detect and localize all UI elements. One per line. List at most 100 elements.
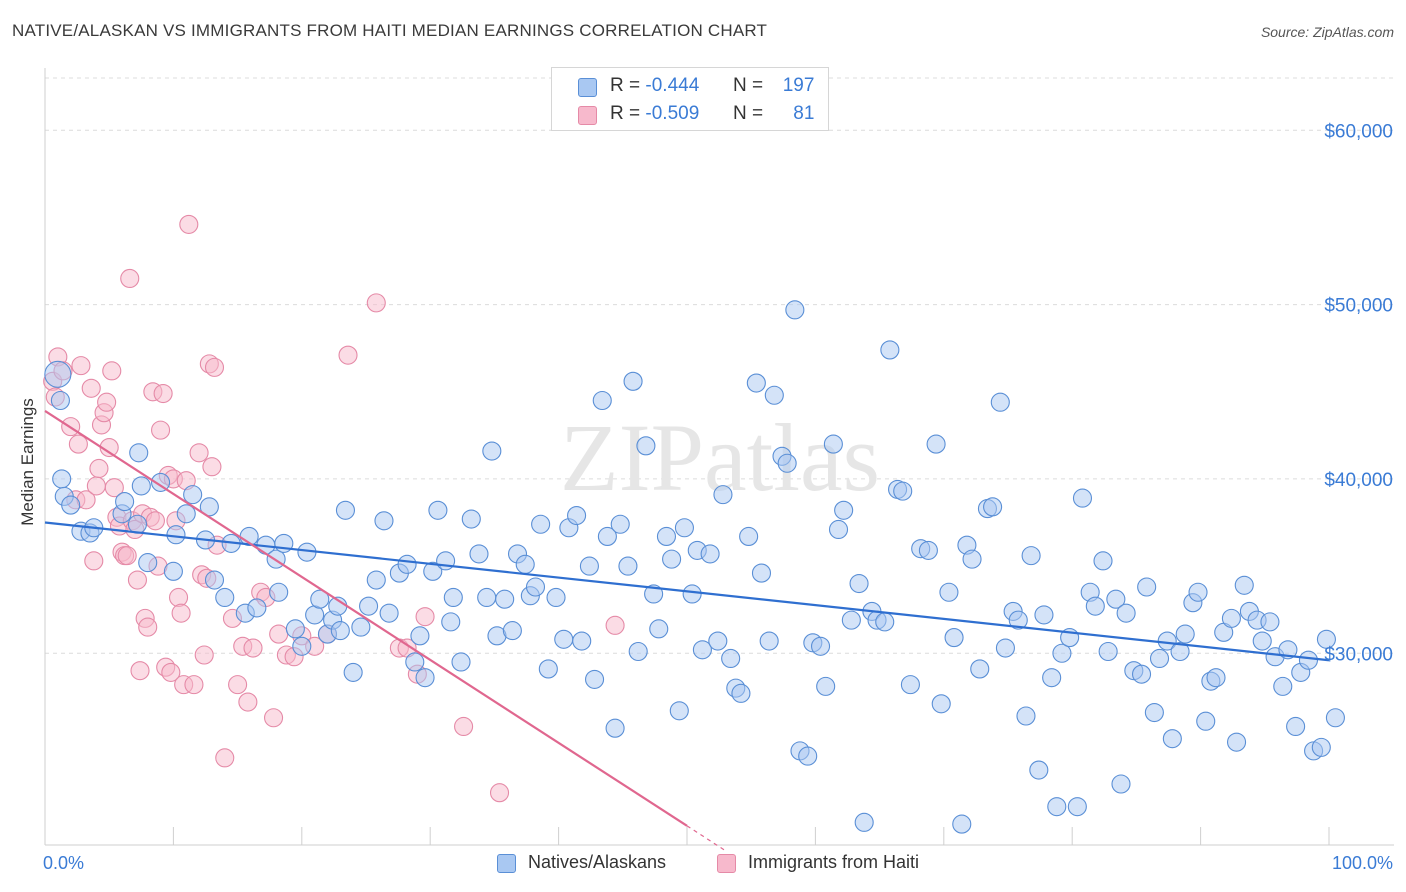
haiti-point (81, 378, 101, 398)
native-point (567, 505, 587, 526)
legend-swatch-pink (578, 106, 597, 125)
gridlines (45, 77, 1394, 654)
native-point (649, 619, 669, 639)
native-point (374, 511, 394, 531)
native-point (269, 582, 289, 602)
native-point (931, 694, 951, 714)
native-point (1116, 603, 1136, 623)
y-tick-label: $50,000 (1324, 296, 1393, 317)
native-point (970, 659, 990, 679)
native-point (810, 636, 831, 656)
native-point (644, 584, 664, 604)
native-point (585, 669, 605, 689)
native-point (451, 652, 471, 672)
native-point (415, 668, 435, 688)
native-point (682, 584, 702, 604)
native-point (443, 587, 463, 608)
native-point (1106, 589, 1126, 609)
haiti-point (161, 662, 181, 682)
native-point (918, 540, 938, 560)
native-point (875, 612, 895, 632)
haiti-point (228, 675, 248, 695)
native-point (1131, 664, 1152, 684)
native-point (247, 598, 267, 618)
native-point (50, 390, 70, 411)
native-point (692, 640, 712, 660)
native-point (700, 544, 720, 564)
legend-swatch-blue (497, 854, 516, 873)
native-point (461, 509, 481, 529)
haiti-point (71, 356, 91, 376)
haiti-point (489, 783, 510, 803)
native-point (359, 596, 379, 616)
haiti-point (102, 361, 122, 381)
native-point (410, 626, 430, 646)
native-point (983, 497, 1003, 517)
native-point (1206, 668, 1226, 688)
native-point (990, 392, 1010, 412)
native-point (739, 526, 759, 547)
native-point (995, 638, 1015, 658)
haiti-point (184, 675, 204, 695)
native-point (166, 525, 186, 545)
native-point (900, 675, 920, 695)
native-point (1234, 575, 1254, 595)
native-point (285, 619, 305, 639)
native-point (199, 497, 219, 517)
native-point (823, 434, 843, 454)
native-point (636, 436, 656, 456)
haiti-point (86, 476, 106, 496)
native-point (495, 589, 515, 609)
native-point (731, 683, 751, 703)
haiti-point (145, 511, 165, 531)
haiti-point (89, 458, 109, 479)
native-point (952, 814, 972, 834)
r-value: -0.509 (645, 103, 700, 124)
native-point (1016, 706, 1036, 726)
haiti-point (84, 551, 104, 571)
haiti-trend-extension (686, 825, 726, 852)
native-point (1008, 610, 1028, 630)
native-point (834, 500, 854, 520)
haiti-point (120, 268, 140, 289)
native-point (592, 390, 612, 411)
chart-title: NATIVE/ALASKAN VS IMMIGRANTS FROM HAITI … (12, 21, 768, 40)
y-tick-label: $60,000 (1324, 121, 1393, 142)
native-point (669, 701, 689, 721)
native-point (721, 648, 741, 669)
native-point (163, 561, 183, 581)
native-point (292, 636, 312, 656)
native-point (1085, 596, 1105, 616)
native-point (366, 570, 386, 590)
haiti-point (338, 345, 358, 365)
haiti-point (130, 661, 150, 681)
native-point (515, 554, 535, 574)
native-point (798, 746, 818, 766)
native-point (1311, 737, 1331, 757)
native-point (554, 629, 574, 649)
native-point (343, 662, 363, 682)
haiti-point (189, 443, 209, 463)
native-point (531, 514, 551, 534)
native-point (1196, 711, 1216, 731)
haiti-point (117, 546, 137, 566)
n-value: 197 (782, 75, 815, 96)
native-point (441, 612, 461, 632)
native-point (44, 360, 72, 388)
native-point (623, 371, 643, 391)
native-point (610, 514, 630, 534)
native-point (759, 631, 779, 651)
native-point (618, 556, 638, 576)
native-point (397, 554, 417, 574)
n-value: 81 (793, 103, 815, 124)
native-point (1175, 624, 1195, 644)
native-point (597, 526, 617, 547)
axes (44, 68, 1394, 846)
y-tick-label: $40,000 (1324, 470, 1393, 491)
native-point (854, 812, 874, 832)
haiti-point (127, 570, 147, 590)
native-point (939, 582, 959, 602)
native-point (423, 561, 443, 581)
native-point (1021, 546, 1041, 566)
